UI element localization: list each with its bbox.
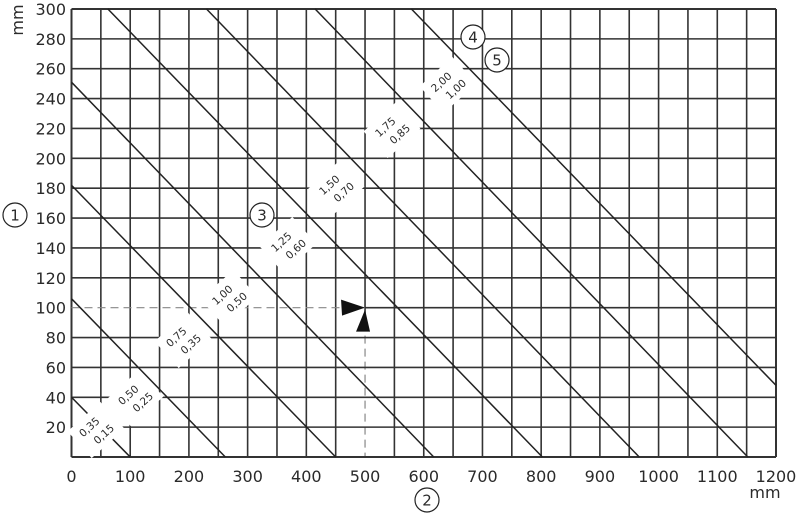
label-background	[259, 216, 317, 274]
callout-number: 5	[492, 52, 502, 70]
y-tick-label: 220	[35, 119, 66, 138]
callout-circle	[460, 24, 486, 50]
x-tick-label: 1200	[756, 467, 797, 486]
arrow-right-icon	[341, 299, 366, 316]
y-tick-label: 280	[35, 30, 66, 49]
callout-circle	[414, 487, 440, 513]
callout-number: 4	[468, 29, 478, 47]
series-line	[70, 298, 226, 458]
y-tick-label: 60	[46, 358, 66, 377]
y-tick-label: 260	[35, 60, 66, 79]
series-label: 1,250,60	[259, 216, 317, 274]
x-tick-label: 100	[115, 467, 146, 486]
label-background	[419, 56, 477, 114]
series-line	[107, 8, 543, 458]
series-label: 1,750,85	[363, 101, 421, 159]
label-background	[363, 101, 421, 159]
series-label: 0,750,35	[154, 311, 212, 369]
y-tick-label: 300	[35, 0, 66, 19]
label-background	[67, 401, 125, 459]
series-label: 2,001,00	[419, 56, 477, 114]
arrow-up-icon	[356, 309, 371, 332]
x-tick-label: 700	[467, 467, 498, 486]
x-tick-label: 900	[585, 467, 616, 486]
callout-circle	[484, 47, 510, 73]
x-tick-label: 1100	[697, 467, 738, 486]
x-tick-label: 400	[291, 467, 322, 486]
y-tick-label: 120	[35, 269, 66, 288]
series-line	[314, 8, 749, 458]
callout-number: 3	[257, 207, 267, 225]
x-tick-label: 300	[232, 467, 263, 486]
y-tick-label: 140	[35, 239, 66, 258]
series-label: 1,500,70	[307, 159, 365, 217]
label-background	[200, 269, 258, 327]
label-background	[307, 159, 365, 217]
y-tick-label: 100	[35, 299, 66, 318]
series-label: 1,000,50	[200, 269, 258, 327]
y-tick-label: 200	[35, 149, 66, 168]
x-tick-label: 0	[66, 467, 76, 486]
callout-number: 2	[422, 492, 432, 510]
label-background	[154, 311, 212, 369]
series-label: 0,350,15	[67, 401, 125, 459]
series-line	[70, 184, 337, 458]
series-label: 0,500,25	[106, 369, 164, 427]
x-tick-label: 800	[526, 467, 557, 486]
series-line	[205, 8, 640, 458]
y-tick-label: 80	[46, 329, 66, 348]
callout-circle	[2, 202, 28, 228]
callout-number: 1	[10, 207, 20, 225]
y-tick-label: 20	[46, 418, 66, 437]
x-tick-label: 600	[408, 467, 439, 486]
y-tick-label: 160	[35, 209, 66, 228]
x-tick-label: 1000	[638, 467, 679, 486]
series-line	[410, 8, 777, 386]
x-tick-label: 200	[174, 467, 205, 486]
y-tick-label: 240	[35, 90, 66, 109]
label-background	[106, 369, 164, 427]
callout-circle	[249, 202, 275, 228]
y-tick-label: 40	[46, 388, 66, 407]
x-tick-label: 500	[350, 467, 381, 486]
y-axis-unit: mm	[8, 4, 27, 35]
x-axis-unit: mm	[749, 483, 780, 502]
series-line	[70, 81, 435, 458]
y-tick-label: 180	[35, 179, 66, 198]
